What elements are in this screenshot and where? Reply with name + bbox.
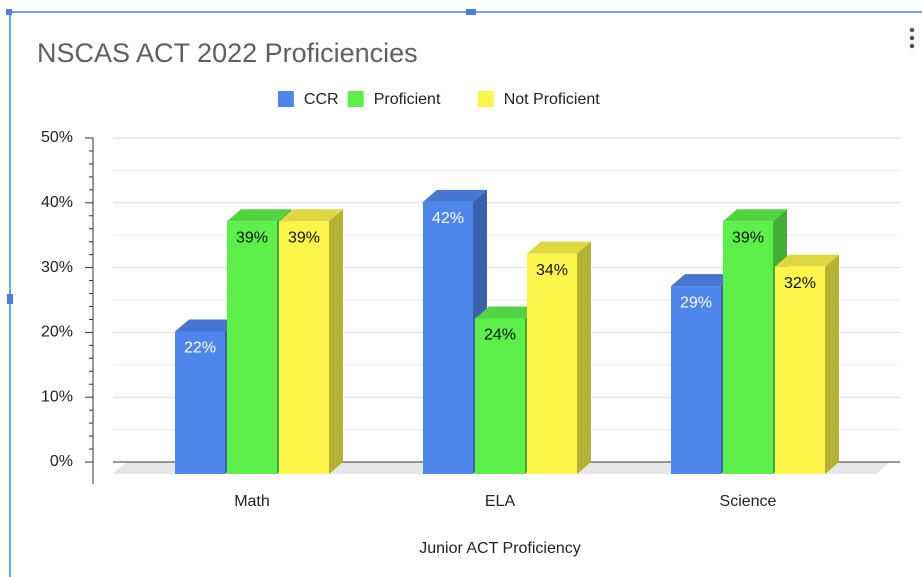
legend-label: Not Proficient (504, 91, 601, 108)
bar (527, 253, 577, 474)
data-label: 29% (680, 294, 712, 311)
y-tick-label: 20% (41, 324, 73, 341)
bar-top (175, 319, 239, 332)
bar-side (825, 254, 839, 474)
bar (227, 221, 277, 474)
menu-dot (909, 35, 915, 41)
data-label: 42% (432, 210, 464, 227)
data-label: 39% (732, 229, 764, 246)
bar-top (279, 209, 343, 222)
resize-handle[interactable] (7, 294, 13, 304)
bar-side (577, 241, 591, 474)
x-axis-title: Junior ACT Proficiency (419, 540, 581, 557)
menu-dot (909, 27, 915, 33)
chart-title: NSCAS ACT 2022 Proficiencies (37, 38, 418, 68)
y-tick-label: 10% (41, 388, 73, 405)
bar (175, 331, 225, 474)
legend-label: Proficient (374, 91, 441, 108)
legend-swatch (477, 91, 494, 107)
menu-button[interactable] (909, 27, 915, 49)
resize-handle[interactable] (6, 9, 12, 15)
bar-top (227, 209, 291, 222)
bar (475, 318, 525, 474)
legend-swatch (277, 91, 294, 107)
data-label: 34% (536, 262, 568, 279)
bar (723, 221, 773, 474)
x-tick-label: Math (234, 493, 270, 510)
bar-top (423, 189, 487, 202)
x-tick-label: Science (720, 493, 777, 510)
bar-top (775, 254, 839, 267)
bar (671, 286, 721, 474)
bar (279, 221, 329, 474)
bar (423, 201, 473, 474)
y-tick-label: 50% (41, 129, 73, 146)
resize-handle[interactable] (466, 9, 476, 15)
data-label: 22% (184, 340, 216, 357)
y-tick-label: 30% (41, 259, 73, 276)
data-label: 32% (784, 275, 816, 292)
bar-top (671, 274, 735, 287)
y-tick-label: 40% (41, 194, 73, 211)
bar (775, 266, 825, 474)
data-label: 39% (288, 229, 320, 246)
data-label: 24% (484, 327, 516, 344)
menu-dot (909, 43, 915, 49)
y-tick-label: 0% (50, 453, 73, 470)
legend-label: CCR (304, 91, 339, 108)
x-tick-label: ELA (485, 493, 516, 510)
bar-top (723, 209, 787, 222)
bar-side (329, 209, 343, 474)
legend-swatch (347, 91, 364, 107)
data-label: 39% (236, 229, 268, 246)
bar-top (527, 241, 591, 254)
bar-top (475, 306, 539, 319)
